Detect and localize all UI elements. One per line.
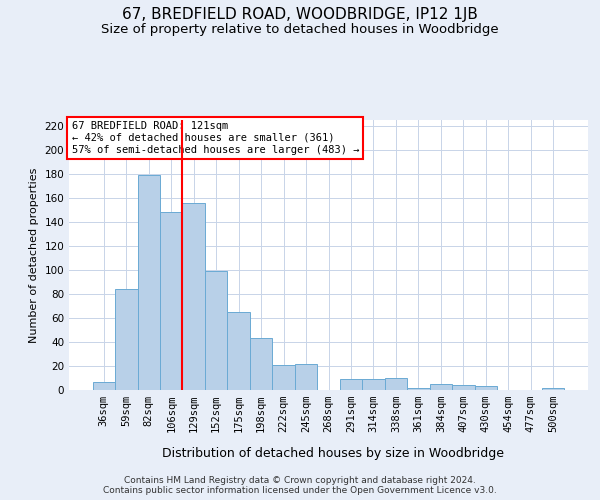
Bar: [272, 365, 295, 390]
Text: Contains HM Land Registry data © Crown copyright and database right 2024.
Contai: Contains HM Land Registry data © Crown c…: [103, 476, 497, 495]
Text: 67, BREDFIELD ROAD, WOODBRIDGE, IP12 1JB: 67, BREDFIELD ROAD, WOODBRIDGE, IP12 1JB: [122, 8, 478, 22]
Bar: [295, 364, 317, 390]
Y-axis label: Number of detached properties: Number of detached properties: [29, 168, 39, 342]
Bar: [205, 271, 227, 390]
Text: Distribution of detached houses by size in Woodbridge: Distribution of detached houses by size …: [162, 448, 504, 460]
Bar: [362, 379, 385, 390]
Bar: [385, 378, 407, 390]
Bar: [250, 338, 272, 390]
Text: 67 BREDFIELD ROAD: 121sqm
← 42% of detached houses are smaller (361)
57% of semi: 67 BREDFIELD ROAD: 121sqm ← 42% of detac…: [71, 122, 359, 154]
Bar: [227, 312, 250, 390]
Bar: [182, 203, 205, 390]
Bar: [430, 384, 452, 390]
Bar: [160, 212, 182, 390]
Bar: [475, 386, 497, 390]
Bar: [137, 175, 160, 390]
Bar: [92, 382, 115, 390]
Bar: [542, 388, 565, 390]
Bar: [407, 388, 430, 390]
Text: Size of property relative to detached houses in Woodbridge: Size of property relative to detached ho…: [101, 22, 499, 36]
Bar: [340, 379, 362, 390]
Bar: [115, 289, 137, 390]
Bar: [452, 385, 475, 390]
